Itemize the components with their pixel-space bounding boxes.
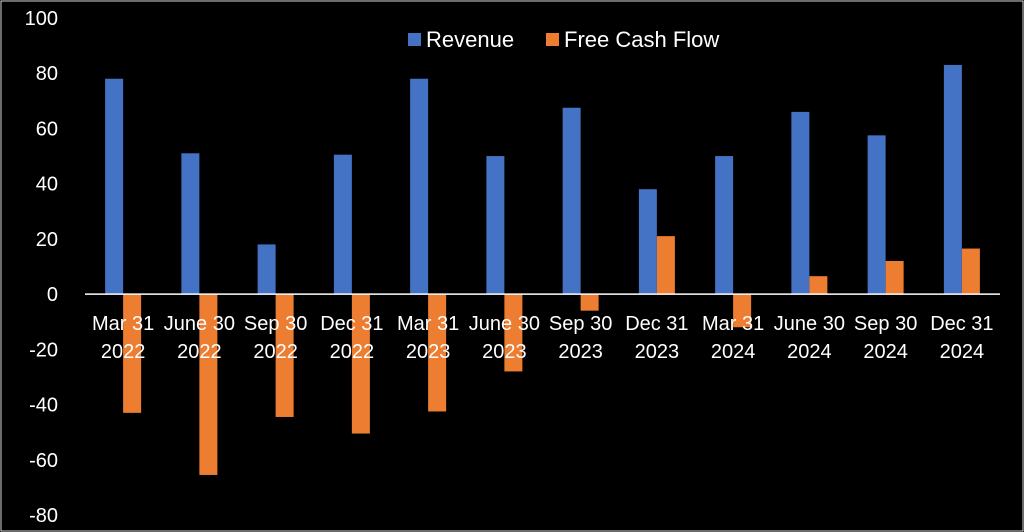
y-tick-label: -20 [29, 339, 58, 361]
legend-label-free-cash-flow: Free Cash Flow [564, 27, 719, 52]
bar-revenue [867, 135, 886, 295]
bar-revenue [638, 189, 657, 295]
legend-swatch-free-cash-flow [546, 33, 559, 46]
bar-revenue [791, 111, 810, 295]
y-tick-label: 100 [25, 8, 58, 30]
x-tick-label: Dec 31 [625, 313, 688, 335]
x-tick-label: 2024 [787, 341, 832, 363]
x-tick-label: 2022 [101, 341, 146, 363]
bar-free-cash-flow [809, 276, 828, 295]
x-tick-label: Mar 31 [397, 313, 459, 335]
bars [105, 64, 980, 475]
legend: Revenue Free Cash Flow [408, 27, 719, 52]
bar-free-cash-flow [885, 260, 904, 295]
x-tick-label: 2024 [940, 341, 985, 363]
bar-revenue [486, 156, 505, 295]
x-tick-label: Sep 30 [244, 313, 307, 335]
legend-label-revenue: Revenue [426, 27, 514, 52]
bar-revenue [715, 156, 734, 295]
bar-revenue [105, 78, 124, 295]
x-tick-label: Dec 31 [930, 313, 993, 335]
bar-revenue [410, 78, 429, 295]
y-tick-label: -60 [29, 450, 58, 472]
bar-free-cash-flow [428, 294, 447, 412]
y-tick-label: 40 [36, 174, 58, 196]
x-tick-label: 2023 [406, 341, 451, 363]
x-tick-label: 2023 [482, 341, 527, 363]
bar-free-cash-flow [123, 294, 142, 413]
x-tick-label: June 30 [164, 313, 235, 335]
bar-free-cash-flow [961, 248, 980, 295]
y-tick-label: 60 [36, 118, 58, 140]
y-tick-label: 20 [36, 229, 58, 251]
bar-revenue [562, 107, 581, 295]
bar-revenue [181, 153, 200, 295]
bar-free-cash-flow [504, 294, 523, 372]
y-tick-label: 80 [36, 63, 58, 85]
bar-free-cash-flow [733, 294, 752, 328]
x-tick-label: 2023 [558, 341, 603, 363]
x-tick-label: June 30 [469, 313, 540, 335]
bar-revenue [943, 64, 962, 295]
x-tick-label: Sep 30 [854, 313, 917, 335]
bar-free-cash-flow [580, 294, 599, 311]
bar-free-cash-flow [199, 294, 218, 475]
x-tick-label: 2022 [330, 341, 375, 363]
y-tick-label: -80 [29, 505, 58, 527]
x-tick-label: Mar 31 [92, 313, 154, 335]
x-tick-label: 2023 [635, 341, 680, 363]
x-tick-label: June 30 [774, 313, 845, 335]
bar-revenue [257, 244, 276, 295]
bar-revenue [333, 154, 352, 295]
x-tick-label: 2022 [253, 341, 298, 363]
y-axis-tick-labels: 100 80 60 40 20 0 -20 -40 -60 -80 [25, 8, 58, 527]
bar-free-cash-flow [275, 294, 294, 417]
x-tick-label: Dec 31 [320, 313, 383, 335]
bar-free-cash-flow [351, 294, 370, 434]
x-tick-label: 2024 [863, 341, 908, 363]
x-tick-label: 2022 [177, 341, 222, 363]
y-tick-label: 0 [47, 284, 58, 306]
x-tick-label: Mar 31 [702, 313, 764, 335]
bar-free-cash-flow [656, 236, 675, 295]
legend-swatch-revenue [408, 33, 421, 46]
x-tick-label: 2024 [711, 341, 756, 363]
x-axis-tick-labels: Mar 31 2022 June 30 2022 Sep 30 2022 Dec 31 202… [92, 313, 994, 363]
x-tick-label: Sep 30 [549, 313, 612, 335]
y-tick-label: -40 [29, 395, 58, 417]
